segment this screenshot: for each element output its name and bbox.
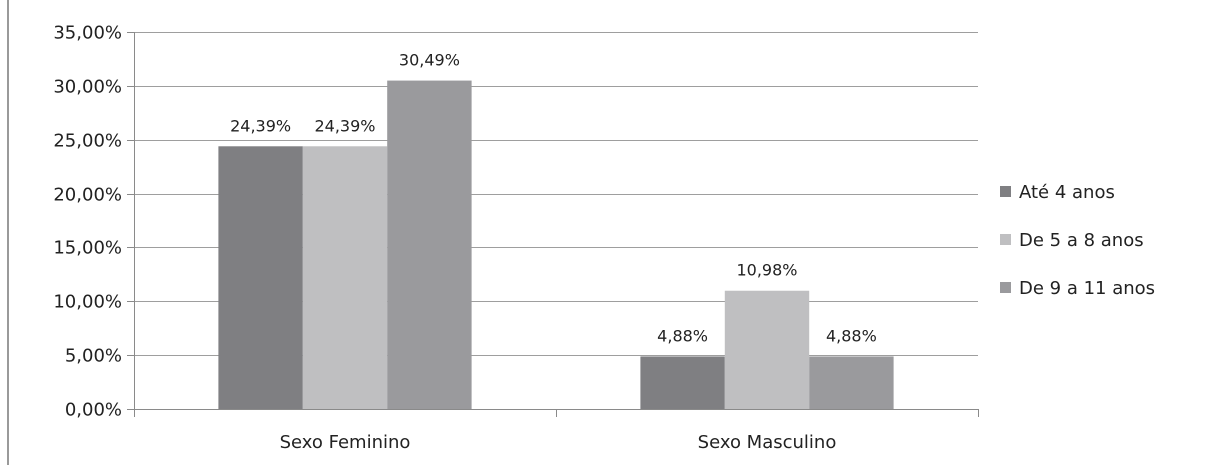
legend-swatch	[1000, 186, 1011, 197]
legend: Até 4 anos De 5 a 8 anos De 9 a 11 anos	[1000, 182, 1155, 299]
bar	[218, 146, 303, 409]
axes	[127, 32, 979, 417]
labels: 0,00% 5,00% 10,00% 15,00% 20,00% 25,00% 30,00%…	[53, 23, 876, 454]
bar	[387, 80, 472, 410]
legend-label: Até 4 anos	[1019, 182, 1115, 203]
bar	[302, 146, 388, 409]
legend-label: De 9 a 11 anos	[1019, 278, 1155, 299]
y-tick-label: 15,00%	[53, 238, 122, 259]
y-tick-label: 35,00%	[53, 23, 122, 44]
y-tick-label: 5,00%	[65, 346, 122, 367]
y-tick-label: 25,00%	[53, 131, 122, 152]
y-tick-label: 10,00%	[53, 292, 122, 313]
bar	[640, 356, 725, 409]
data-label: 4,88%	[657, 326, 708, 345]
bar	[809, 356, 894, 409]
legend-swatch	[1000, 282, 1011, 293]
y-tick-label: 0,00%	[65, 400, 122, 421]
bar	[724, 290, 810, 409]
x-category-label: Sexo Feminino	[280, 432, 411, 453]
x-category-label: Sexo Masculino	[698, 432, 837, 453]
data-label: 4,88%	[826, 326, 877, 345]
data-label: 24,39%	[230, 116, 291, 135]
data-label: 30,49%	[399, 51, 460, 70]
data-label: 10,98%	[736, 261, 797, 280]
y-tick-label: 30,00%	[53, 77, 122, 98]
y-tick-label: 20,00%	[53, 185, 122, 206]
data-label: 24,39%	[314, 116, 375, 135]
legend-label: De 5 a 8 anos	[1019, 230, 1144, 251]
bars	[218, 80, 894, 410]
legend-swatch	[1000, 234, 1011, 245]
